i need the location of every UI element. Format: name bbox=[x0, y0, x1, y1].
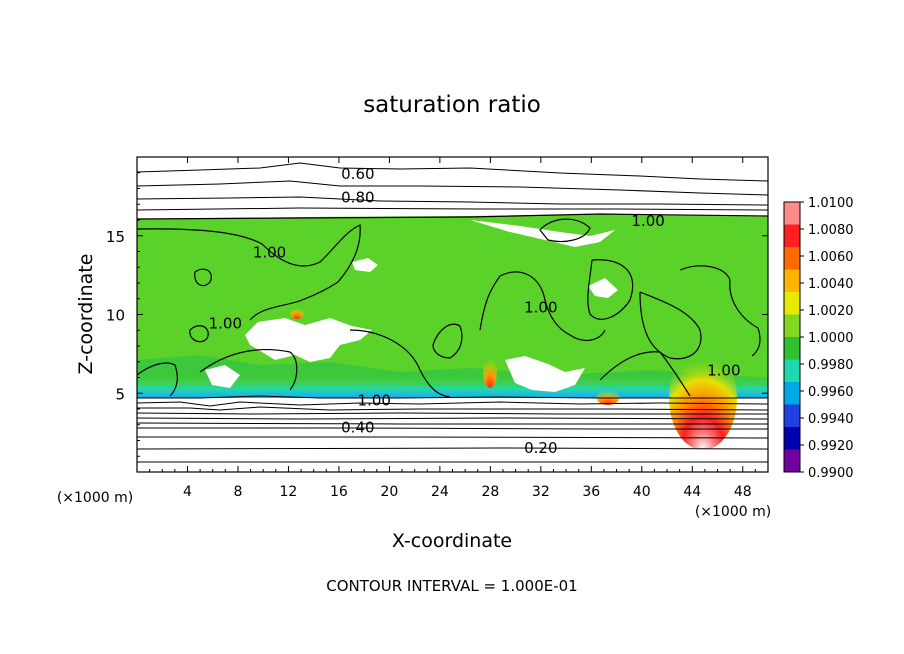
contour-100-lower2 bbox=[349, 329, 451, 398]
contour-100-loop-r bbox=[639, 291, 702, 360]
x-tick-label: 40 bbox=[633, 484, 651, 500]
contour-100-blob1 bbox=[194, 268, 212, 287]
colorbar: 1.0100 1.0080 1.0060 1.0040 1.0020 1.0000 0.99… bbox=[783, 196, 854, 481]
colorbar-swatch bbox=[784, 202, 800, 225]
colorbar-label: 1.0080 bbox=[808, 223, 854, 238]
contour-label: 0.60 bbox=[341, 165, 374, 183]
x-tick-label: 36 bbox=[582, 484, 600, 500]
x-tick-label: 4 bbox=[183, 484, 192, 500]
contour-030-low bbox=[137, 436, 768, 439]
contour-020-low bbox=[137, 447, 768, 450]
contour-label: 1.00 bbox=[631, 212, 664, 230]
colorbar-label: 0.9920 bbox=[808, 439, 854, 454]
field-white-patch-right bbox=[588, 278, 618, 298]
unity-contours bbox=[137, 213, 768, 398]
x-tick-label: 48 bbox=[734, 484, 752, 500]
y-tick-label: 10 bbox=[106, 307, 125, 325]
colorbar-swatch bbox=[784, 359, 800, 383]
field-white-patch-mid bbox=[505, 356, 585, 392]
colorbar-label: 0.9900 bbox=[808, 466, 854, 481]
contour-070-low bbox=[137, 412, 768, 415]
colorbar-label: 1.0020 bbox=[808, 304, 854, 319]
field-white-patch-small bbox=[352, 258, 378, 272]
x-tick-label: 12 bbox=[280, 484, 298, 500]
x-unit-label: (×1000 m) bbox=[695, 504, 771, 520]
contour-090 bbox=[137, 207, 768, 211]
contour-080 bbox=[137, 196, 768, 206]
field-white-patch-left2 bbox=[205, 365, 240, 388]
contour-100-lower bbox=[199, 348, 298, 391]
contour-060-low bbox=[137, 417, 768, 420]
colorbar-swatch bbox=[784, 314, 800, 338]
colorbar-swatch bbox=[784, 247, 800, 270]
contour-100-lower3 bbox=[599, 351, 691, 397]
contour-label: 0.40 bbox=[341, 418, 374, 436]
contour-labels: 0.60 0.80 1.00 1.00 1.00 1.00 1.00 1.00 0.40 0.20 bbox=[209, 165, 741, 457]
colorbar-swatch bbox=[784, 269, 800, 293]
contour-label: 1.00 bbox=[358, 392, 391, 410]
x-tick-label: 28 bbox=[481, 484, 499, 500]
contour-100-left bbox=[137, 224, 361, 321]
field-peak-39 bbox=[596, 389, 620, 405]
colorbar-swatch bbox=[784, 292, 800, 315]
contour-label: 0.20 bbox=[524, 439, 557, 457]
contour-100-blob2 bbox=[189, 325, 209, 343]
field-white-patch-left bbox=[245, 318, 372, 362]
x-tick-label: 16 bbox=[330, 484, 348, 500]
lower-contours bbox=[137, 395, 768, 463]
colorbar-swatch bbox=[784, 382, 800, 405]
x-tick-label: 20 bbox=[380, 484, 398, 500]
contour-080-low bbox=[137, 406, 768, 411]
colorbar-label: 1.0040 bbox=[808, 277, 854, 292]
x-tick-label: 44 bbox=[683, 484, 701, 500]
upper-contours bbox=[137, 162, 768, 211]
chart-title: saturation ratio bbox=[363, 92, 541, 118]
colorbar-swatch bbox=[784, 224, 800, 248]
x-tick-label: 32 bbox=[532, 484, 550, 500]
contour-100-topright bbox=[539, 218, 591, 243]
y-tick-label: 5 bbox=[115, 385, 125, 403]
contour-070 bbox=[137, 180, 768, 196]
contour-interval-note: CONTOUR INTERVAL = 1.000E-01 bbox=[326, 577, 577, 595]
contour-100-lower4 bbox=[137, 362, 178, 397]
x-tick-label: 24 bbox=[431, 484, 449, 500]
x-axis-label: X-coordinate bbox=[392, 530, 512, 552]
contour-label: 0.80 bbox=[341, 188, 374, 206]
contour-label: 1.00 bbox=[209, 314, 242, 332]
colorbar-swatch bbox=[784, 449, 800, 473]
colorbar-label: 1.0000 bbox=[808, 331, 854, 346]
x-axis-ticks: 4 8 12 16 20 24 28 32 36 40 44 48 bbox=[149, 157, 756, 500]
x-tick-label: 8 bbox=[233, 484, 242, 500]
field-peak-28 bbox=[483, 356, 497, 388]
contour-090-low bbox=[137, 401, 768, 407]
contour-100-mid bbox=[479, 271, 606, 342]
colorbar-label: 1.0100 bbox=[808, 196, 854, 211]
contour-label: 1.00 bbox=[253, 244, 286, 262]
contour-060 bbox=[137, 162, 768, 182]
saturation-field: 0.60 0.80 1.00 1.00 1.00 1.00 1.00 1.00 0.40 0.20 bbox=[137, 157, 768, 472]
colorbar-label: 0.9940 bbox=[808, 412, 854, 427]
y-axis-label: Z-coordinate bbox=[75, 254, 97, 375]
contour-100-right bbox=[587, 259, 634, 320]
colorbar-swatch bbox=[784, 337, 800, 360]
colorbar-label: 0.9980 bbox=[808, 358, 854, 373]
contour-050-low bbox=[137, 422, 768, 425]
contour-100-base bbox=[137, 395, 768, 399]
contour-100-rightbig bbox=[679, 265, 761, 357]
contour-040-low bbox=[137, 427, 768, 430]
contour-100-top bbox=[137, 213, 768, 220]
z-unit-label: (×1000 m) bbox=[57, 490, 133, 506]
y-axis-ticks: 5 10 15 bbox=[106, 172, 768, 457]
colorbar-swatch bbox=[784, 404, 800, 428]
colorbar-swatch bbox=[784, 427, 800, 450]
y-tick-label: 15 bbox=[106, 228, 125, 246]
field-peak-12 bbox=[290, 307, 304, 319]
colorbar-label: 1.0060 bbox=[808, 250, 854, 265]
colorbar-label: 0.9960 bbox=[808, 385, 854, 400]
contour-label: 1.00 bbox=[707, 362, 740, 380]
contour-label: 1.00 bbox=[524, 299, 557, 317]
contour-100-mid2 bbox=[432, 323, 463, 359]
